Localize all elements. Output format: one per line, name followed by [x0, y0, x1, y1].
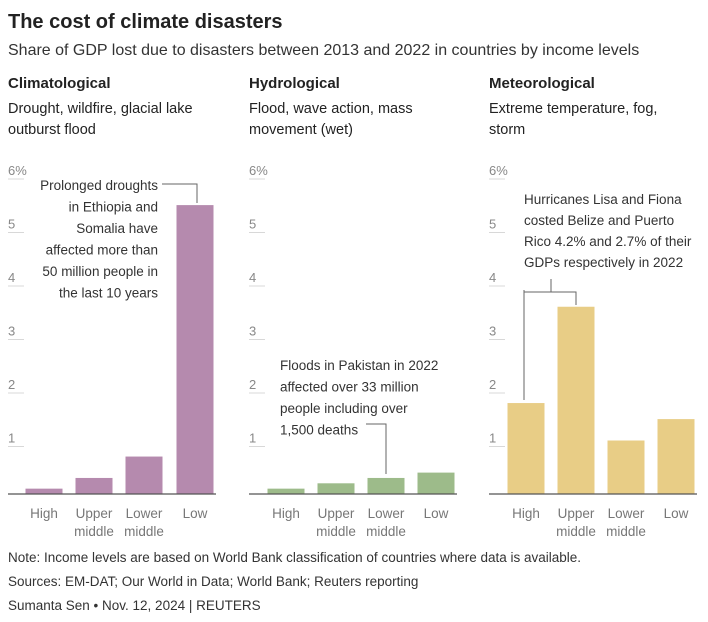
category-label: middle [606, 524, 646, 539]
category-label: middle [316, 524, 356, 539]
y-tick-label: 3 [489, 324, 496, 339]
annotation-line: GDPs respectively in 2022 [524, 255, 683, 270]
category-label: middle [74, 524, 114, 539]
bar-low [657, 419, 695, 494]
panel-subtitle-line: storm [489, 122, 525, 138]
category-label: Upper [558, 506, 595, 521]
panel-subtitle-line: Drought, wildfire, glacial lake [8, 101, 193, 117]
panel-title: Meteorological [489, 75, 595, 92]
bar-low [176, 205, 214, 494]
y-tick-label: 4 [489, 270, 496, 285]
chart-title: The cost of climate disasters [8, 11, 283, 33]
annotation-line: the last 10 years [59, 286, 158, 301]
category-label: High [30, 506, 58, 521]
category-label: middle [366, 524, 406, 539]
panel-subtitle-line: movement (wet) [249, 122, 353, 138]
category-label: Upper [318, 506, 355, 521]
category-label: Low [183, 506, 208, 521]
y-tick-label: 2 [8, 377, 15, 392]
annotation-leader [366, 423, 387, 474]
y-tick-label: 6% [249, 163, 268, 178]
panel-subtitle-line: Flood, wave action, mass [249, 101, 413, 117]
panels: Climatological Drought, wildfire, glacial… [8, 75, 697, 539]
category-label: Lower [126, 506, 163, 521]
bar-lower-middle [367, 477, 405, 494]
annotation-line: in Ethiopia and [69, 200, 158, 215]
y-tick-label: 5 [249, 217, 256, 232]
bar-upper-middle [317, 483, 355, 494]
footer-byline: Sumanta Sen • Nov. 12, 2024 | REUTERS [8, 598, 261, 613]
category-label: middle [556, 524, 596, 539]
category-label: Upper [76, 506, 113, 521]
bar-upper-middle [75, 477, 113, 494]
panel-title: Hydrological [249, 75, 340, 92]
category-label: High [512, 506, 540, 521]
bar-high [25, 488, 63, 494]
category-label: Low [424, 506, 449, 521]
panel-2: Meteorological Extreme temperature, fog, s… [489, 75, 697, 539]
panel-0: Climatological Drought, wildfire, glacial… [8, 75, 216, 539]
annotation-line: Hurricanes Lisa and Fiona [524, 192, 682, 207]
bar-low [417, 472, 455, 494]
panel-subtitle-line: outburst flood [8, 122, 96, 138]
y-tick-label: 4 [8, 270, 15, 285]
category-label: Low [664, 506, 689, 521]
annotation-leader [523, 279, 577, 400]
annotation-line: Floods in Pakistan in 2022 [280, 358, 438, 373]
annotation-line: Rico 4.2% and 2.7% of their [524, 234, 692, 249]
y-tick-label: 6% [8, 163, 27, 178]
annotation-line: affected more than [46, 243, 158, 258]
chart-subtitle: Share of GDP lost due to disasters betwe… [8, 42, 639, 59]
annotation-line: Somalia have [76, 221, 158, 236]
annotation-line: 50 million people in [42, 264, 158, 279]
category-label: middle [124, 524, 164, 539]
y-tick-label: 3 [8, 324, 15, 339]
y-tick-label: 2 [249, 377, 256, 392]
bar-lower-middle [125, 456, 163, 494]
bar-lower-middle [607, 440, 645, 494]
panel-1: Hydrological Flood, wave action, mass move… [249, 75, 457, 539]
panel-subtitle-line: Extreme temperature, fog, [489, 101, 657, 117]
y-tick-label: 4 [249, 270, 256, 285]
annotation-line: Prolonged droughts [40, 178, 158, 193]
y-tick-label: 1 [249, 431, 256, 446]
y-tick-label: 2 [489, 377, 496, 392]
category-label: Lower [608, 506, 645, 521]
y-tick-label: 5 [489, 217, 496, 232]
category-label: High [272, 506, 300, 521]
annotation-leader [162, 183, 198, 203]
y-tick-label: 3 [249, 324, 256, 339]
y-tick-label: 1 [489, 431, 496, 446]
annotation-line: people including over [280, 401, 408, 416]
y-tick-label: 6% [489, 163, 508, 178]
annotation-line: costed Belize and Puerto [524, 213, 674, 228]
y-tick-label: 5 [8, 217, 15, 232]
footer-sources: Sources: EM-DAT; Our World in Data; Worl… [8, 574, 418, 589]
y-tick-label: 1 [8, 431, 15, 446]
annotation-line: affected over 33 million [280, 380, 419, 395]
bar-high [267, 488, 305, 494]
footer-note: Note: Income levels are based on World B… [8, 550, 581, 565]
annotation-line: 1,500 deaths [280, 423, 358, 438]
bar-high [507, 403, 545, 494]
bar-upper-middle [557, 306, 595, 494]
category-label: Lower [368, 506, 405, 521]
panel-title: Climatological [8, 75, 111, 92]
